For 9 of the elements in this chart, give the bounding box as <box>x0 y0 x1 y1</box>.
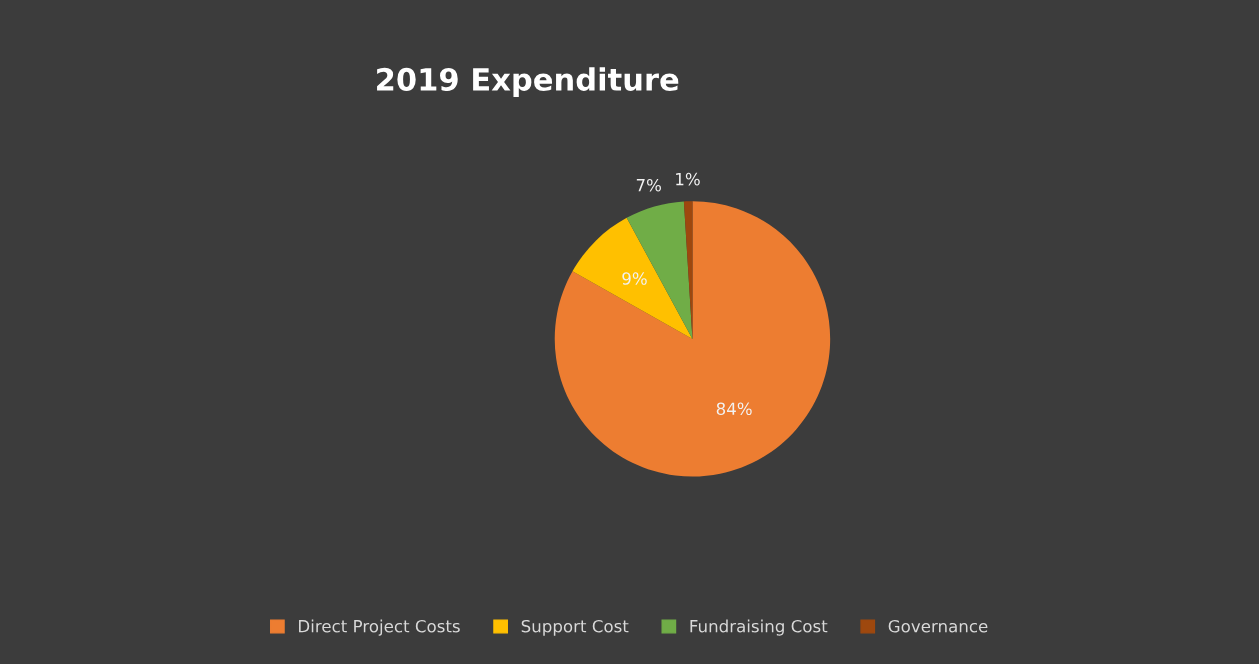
chart-title: 2019 Expenditure <box>377 67 679 97</box>
legend-label: Support Cost <box>521 619 629 636</box>
legend-label: Direct Project Costs <box>299 619 460 636</box>
data-label: 9% <box>622 272 647 285</box>
data-label: 7% <box>636 178 661 192</box>
legend-label: Fundraising Cost <box>690 619 828 636</box>
data-label: 1% <box>676 172 700 186</box>
legend-label: Governance <box>888 619 988 633</box>
data-label: 84% <box>716 402 752 416</box>
